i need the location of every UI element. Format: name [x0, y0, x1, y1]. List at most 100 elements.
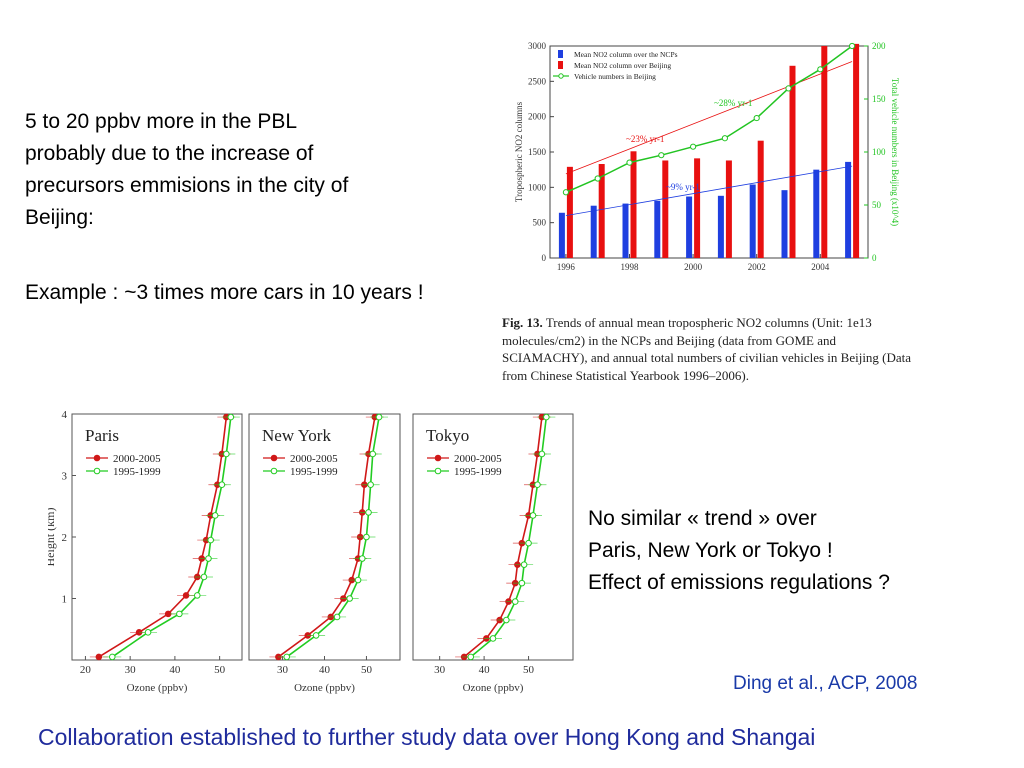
- vehicle-point: [562, 189, 570, 196]
- x-tick-label: 1998: [621, 262, 640, 272]
- profile-point: [511, 598, 519, 605]
- x-tick-label: 2004: [811, 262, 830, 272]
- profile-point: [503, 616, 510, 624]
- vehicle-line: [565, 45, 853, 193]
- profile-point: [164, 610, 172, 618]
- vehicle-point: [817, 66, 824, 73]
- x-axis-title: Ozone (ppbv): [463, 682, 524, 694]
- beijing-bar: [598, 164, 605, 258]
- x-tick-label: 50: [214, 664, 226, 676]
- y-tick-label: 1500: [528, 147, 547, 157]
- profile-point: [543, 413, 550, 421]
- x-axis-title: Ozone (ppbv): [127, 682, 188, 694]
- legend-entry: Vehicle numbers in Beijing: [574, 72, 656, 81]
- profile-point: [358, 555, 366, 562]
- vehicle-point: [626, 159, 633, 166]
- beijing-bar: [566, 166, 573, 258]
- y-axis-title: Tropospheric NO2 columns: [514, 101, 524, 202]
- y-tick-label: 2500: [528, 76, 547, 86]
- ncp-bar: [749, 184, 756, 258]
- beijing-trend-line: [565, 61, 853, 175]
- profile-point: [529, 512, 537, 519]
- x-tick-label: 40: [169, 664, 181, 676]
- ncp-bar: [845, 161, 852, 258]
- panel-title: Paris: [85, 426, 119, 445]
- y-axis-title: Height (km): [48, 508, 57, 567]
- beijing-bar: [725, 160, 732, 258]
- legend-entry: 2000-2005: [113, 453, 161, 465]
- vehicle-point: [721, 135, 728, 142]
- y-tick-label: 3000: [528, 41, 547, 51]
- conclusion-line: Effect of emissions regulations ?: [588, 571, 890, 594]
- profile-point: [354, 576, 362, 584]
- profile-point: [207, 536, 214, 544]
- legend-marker: [434, 467, 442, 475]
- legend-marker: [270, 454, 278, 462]
- profile-point: [200, 573, 208, 581]
- panel-title: Tokyo: [426, 426, 469, 445]
- profile-point: [369, 450, 377, 458]
- profile-point: [283, 653, 291, 661]
- annotation-ncp-rate: ~9% yr-1: [666, 182, 700, 192]
- profile-point: [538, 450, 546, 458]
- conclusion-line: Paris, New York or Tokyo !: [588, 539, 833, 562]
- legend-swatch: [558, 50, 563, 58]
- profile-point: [211, 512, 219, 519]
- x-tick-label: 1996: [557, 262, 576, 272]
- legend-entry: 2000-2005: [290, 453, 338, 465]
- ncp-bar: [558, 212, 565, 258]
- profile-point: [346, 595, 353, 602]
- y-tick-label: 0: [542, 253, 547, 263]
- legend-marker: [93, 454, 101, 462]
- profile-point: [182, 592, 190, 599]
- legend-entry: Mean NO2 column over the NCPs: [574, 50, 678, 59]
- y-tick-label: 1000: [528, 182, 547, 192]
- y2-tick-label: 100: [872, 147, 886, 157]
- y2-axis-title: Total vehicle numbers in Beijing (x10^4): [890, 78, 900, 226]
- panel-frame: [71, 413, 243, 661]
- vehicle-point: [785, 85, 792, 92]
- y-tick-label: 2: [62, 532, 68, 544]
- ncp-bar: [781, 190, 788, 258]
- figure-caption-text: Trends of annual mean tropospheric NO2 c…: [502, 315, 912, 383]
- annotation-vehicles-rate: ~28% yr-1: [714, 98, 752, 108]
- profile-point: [467, 653, 475, 661]
- figure-caption: Fig. 13. Trends of annual mean troposphe…: [502, 314, 922, 384]
- y-tick-label: 2000: [528, 112, 547, 122]
- y-tick-label: 1: [62, 594, 68, 606]
- panel-title: New York: [262, 426, 331, 445]
- x-tick-label: 50: [361, 664, 373, 676]
- profile-point: [108, 653, 116, 661]
- ncp-bar: [590, 205, 597, 258]
- legend-marker: [93, 467, 101, 475]
- citation: Ding et al., ACP, 2008: [733, 673, 918, 694]
- x-tick-label: 40: [479, 664, 491, 676]
- x-tick-label: 30: [434, 664, 446, 676]
- profile-point: [525, 539, 532, 547]
- legend-marker: [270, 467, 278, 475]
- x-tick-label: 30: [125, 664, 137, 676]
- no-similar-trend-text: No similar « trend » over Paris, New Yor…: [588, 503, 1018, 599]
- ozone-panel: 30 40 50 Ozone (ppbv) New York 2000-20051995-…: [248, 413, 401, 694]
- y-tick-label: 3: [62, 471, 68, 483]
- profile-point: [367, 481, 374, 489]
- intro-line: 5 to 20 ppbv more in the PBL: [25, 110, 298, 133]
- profile-point: [518, 579, 526, 587]
- legend-swatch-marker: [558, 73, 564, 79]
- profile-point: [95, 653, 103, 661]
- profile-point: [312, 632, 320, 639]
- vehicle-point: [849, 42, 856, 50]
- y2-tick-label: 0: [872, 253, 877, 263]
- vehicle-point: [658, 152, 665, 159]
- legend-swatch: [558, 61, 563, 69]
- ncp-bar: [622, 203, 629, 258]
- vehicle-point: [594, 175, 601, 182]
- profile-point: [144, 629, 152, 636]
- y2-tick-label: 50: [872, 200, 882, 210]
- beijing-bar: [662, 160, 669, 258]
- x-tick-label: 20: [80, 664, 92, 676]
- profile-point: [520, 561, 528, 568]
- y-tick-label: 4: [62, 409, 68, 421]
- x-tick-label: 2002: [748, 262, 766, 272]
- beijing-no2-chart: 0 500 1000 1500 2000 2500 3000 0 50 100 150 200 1996…: [514, 41, 900, 272]
